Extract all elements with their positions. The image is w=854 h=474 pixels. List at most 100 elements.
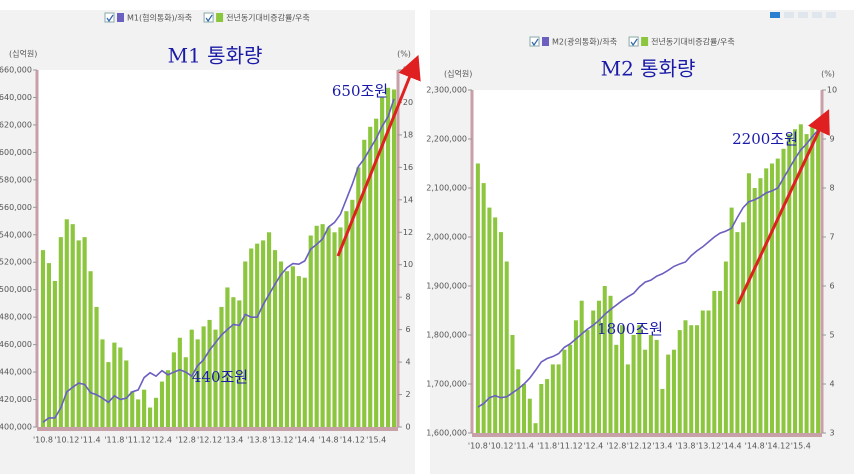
x-tick-label: '10.8 (468, 442, 488, 451)
bar (320, 224, 325, 427)
legend-checkbox (104, 12, 115, 23)
y2-axis-label: (%) (821, 70, 835, 79)
y2-tick-label: 5 (829, 331, 834, 340)
y-tick-label: 2,000,000 (426, 233, 467, 242)
bar (787, 134, 792, 433)
x-tick-label: '15.4 (791, 442, 811, 451)
annotation: 440조원 (192, 368, 248, 386)
bar (362, 139, 367, 427)
bar (326, 227, 331, 427)
bar (368, 126, 373, 427)
legend-swatch (641, 37, 649, 46)
x-tick-label: '10.12 (488, 442, 513, 451)
x-tick-label: '14.8 (319, 436, 339, 445)
legend-check (205, 14, 213, 23)
x-tick-label: '12.12 (197, 436, 222, 445)
bar (177, 337, 182, 427)
bar (746, 173, 751, 434)
x-tick-label: '10.12 (54, 436, 79, 445)
bar (296, 276, 301, 427)
bar (752, 188, 757, 433)
y-tick-label: 520,000 (0, 258, 32, 267)
bar (338, 227, 343, 427)
chart-title: M1 통화량 (168, 44, 263, 68)
bar (706, 310, 711, 433)
y2-tick-label: 0 (405, 423, 410, 432)
bar (171, 352, 176, 427)
bar (545, 379, 550, 433)
y-tick-label: 1,900,000 (426, 282, 467, 291)
y-tick-label: 500,000 (0, 285, 32, 294)
bar (261, 240, 266, 427)
bar (637, 325, 642, 433)
x-tick-label: '11.4 (514, 442, 534, 451)
bar (643, 349, 648, 433)
bar (344, 211, 349, 427)
bar (118, 347, 123, 427)
bar (533, 423, 538, 433)
x-tick-label: '12.4 (583, 442, 603, 451)
y-tick-label: 2,300,000 (426, 86, 467, 95)
legend-label: 전년동기대비증감률/우축 (651, 37, 735, 47)
bar (356, 167, 361, 427)
bar (136, 399, 141, 427)
y-tick-label: 480,000 (0, 313, 32, 322)
bar (539, 384, 544, 433)
y-tick-label: 2,200,000 (426, 135, 467, 144)
y-tick-label: 420,000 (0, 395, 32, 404)
bar (64, 219, 69, 427)
legend-swatch (542, 37, 549, 46)
bar (816, 129, 821, 433)
bar (758, 178, 763, 433)
bar (625, 364, 630, 433)
bar (380, 97, 385, 427)
bar (677, 330, 682, 433)
bar (585, 330, 590, 433)
y-tick-label: 1,700,000 (426, 380, 467, 389)
line-series (42, 98, 395, 423)
y2-tick-label: 16 (403, 163, 413, 172)
bar (620, 325, 625, 433)
legend-swatch (216, 13, 224, 22)
y-axis-label: (십억원) (444, 69, 472, 79)
bar (510, 335, 515, 433)
x-tick-label: '12.8 (176, 436, 196, 445)
y2-tick-label: 9 (829, 135, 834, 144)
bar (712, 290, 717, 433)
annotation: 1800조원 (597, 320, 663, 338)
y2-tick-label: 18 (403, 130, 413, 139)
bar (391, 89, 397, 428)
bar (568, 344, 573, 433)
legend-checkbox (529, 36, 540, 47)
bar (112, 342, 117, 427)
x-tick-label: '13.12 (696, 442, 721, 451)
bar (718, 290, 723, 433)
bar (729, 207, 734, 433)
x-tick-label: '11.4 (81, 436, 101, 445)
bar (735, 232, 740, 433)
x-tick-label: '14.12 (765, 442, 790, 451)
chart-title: M2 통화량 (601, 57, 696, 81)
trend-arrow (736, 109, 830, 305)
bar (52, 280, 57, 427)
x-tick-label: '14.8 (745, 442, 765, 451)
x-tick-label: '13.4 (223, 436, 243, 445)
bar (332, 232, 337, 427)
bar (516, 369, 521, 433)
y2-tick-label: 7 (829, 233, 834, 242)
y2-tick-label: 12 (403, 228, 413, 237)
y2-tick-label: 14 (403, 195, 413, 204)
bar (694, 325, 700, 433)
bar (278, 261, 284, 427)
bar (76, 240, 81, 427)
x-tick-label: '11.8 (104, 436, 124, 445)
bar (521, 384, 527, 433)
y2-tick-label: 3 (829, 429, 834, 438)
x-tick-label: '14.12 (340, 436, 365, 445)
y2-tick-label: 2 (405, 390, 410, 399)
bar (550, 364, 555, 433)
bar (272, 250, 278, 427)
y2-tick-label: 20 (403, 98, 413, 107)
y2-tick-label: 10 (827, 86, 837, 95)
